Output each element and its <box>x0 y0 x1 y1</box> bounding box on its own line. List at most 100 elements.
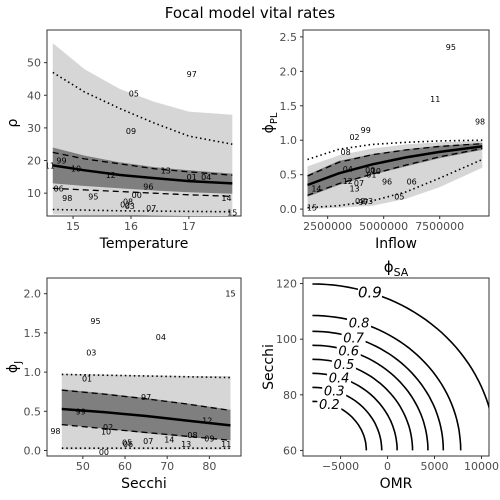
x-axis-label: Secchi <box>121 476 167 492</box>
contour-label: 0.9 <box>358 283 382 301</box>
y-tick-label: 50 <box>27 57 41 70</box>
point-label: 09 <box>126 127 136 136</box>
point-label: 96 <box>382 178 392 187</box>
point-label: 07 <box>146 204 156 213</box>
point-label: 11 <box>221 440 231 449</box>
figure-title: Focal model vital rates <box>165 4 336 22</box>
point-label: 04 <box>201 173 211 182</box>
point-label: 10 <box>71 165 81 174</box>
mean-line <box>307 145 483 187</box>
point-label: 06 <box>53 184 63 193</box>
point-label: 01 <box>187 173 197 182</box>
prediction-dotted-line <box>307 158 483 209</box>
contour-label-bg <box>331 355 356 370</box>
point-label: 08 <box>123 197 133 206</box>
point-label: 01 <box>82 374 92 383</box>
y-tick-label: 1.0 <box>280 134 298 147</box>
point-label: 08 <box>340 148 350 157</box>
contour-label: 0.5 <box>334 358 355 373</box>
y-tick-label: 0.5 <box>280 169 298 182</box>
x-tick-label: 10000 <box>464 460 499 473</box>
contour-label: 0.3 <box>324 385 345 400</box>
x-axis-label: Inflow <box>375 236 417 252</box>
y-tick-label: 0.0 <box>24 445 42 458</box>
point-label: 97 <box>141 393 151 402</box>
contour-label: 0.2 <box>319 398 340 413</box>
point-label: 03 <box>125 202 135 211</box>
x-tick-label: 7500000 <box>415 220 464 233</box>
y-tick-label: 2.0 <box>280 65 298 78</box>
point-label: 99 <box>56 157 66 166</box>
y-tick-label: 0.5 <box>24 405 42 418</box>
point-label: 02 <box>349 133 359 142</box>
point-label: 14 <box>164 436 174 445</box>
point-label: 14 <box>311 184 321 193</box>
y-tick-label: 120 <box>276 278 297 291</box>
point-label: 98 <box>50 427 60 436</box>
x-tick-label: 80 <box>202 460 216 473</box>
ci-dashed-line <box>307 143 483 177</box>
y-tick-label: 80 <box>283 389 297 402</box>
point-label: 01 <box>366 171 376 180</box>
x-tick-label: 70 <box>160 460 174 473</box>
point-label: 13 <box>181 440 191 449</box>
panel-phi_pl: 2500000 5000000 7500000 0.0 0.5 1.0 1.5 2.0 2.5 I… <box>261 29 490 252</box>
x-tick-label: 5000000 <box>359 220 408 233</box>
plot-border <box>46 29 242 217</box>
point-label: 13 <box>161 166 171 175</box>
x-tick-label: 0 <box>384 460 391 473</box>
contour-label-bg <box>341 329 366 344</box>
contour-label: 0.4 <box>329 371 350 386</box>
y-tick-label: 2.5 <box>280 31 298 44</box>
x-axis-label: OMR <box>380 476 413 492</box>
x-tick-label: 60 <box>118 460 132 473</box>
point-label: 00 <box>99 448 109 457</box>
point-label: 09 <box>355 197 365 206</box>
contour-label-bg <box>347 314 372 329</box>
y-axis-label: ρ <box>5 118 21 127</box>
point-label: 04 <box>343 165 353 174</box>
point-label: 03 <box>86 348 96 357</box>
x-tick-label: −5000 <box>322 460 359 473</box>
ci-dashed-line <box>52 151 233 176</box>
y-tick-label: 60 <box>283 444 297 457</box>
point-label: 10 <box>371 167 381 176</box>
x-tick-label: 15 <box>66 220 80 233</box>
panel-phi_sa: −5000 0 5000 100006080100120OMRSecchiϕSA0.9… <box>261 258 499 492</box>
point-label: 14 <box>221 194 231 203</box>
y-tick-label: 20 <box>27 155 41 168</box>
x-tick-label: 5000 <box>421 460 449 473</box>
point-label: 15 <box>307 204 317 213</box>
panel-phi_j: 50 60 70 80 0.0 0.5 1.0 1.5 2.0 Secchi ϕJ 15 95 04 03 0… <box>5 277 242 492</box>
point-label: 12 <box>202 417 212 426</box>
point-label: 98 <box>62 194 72 203</box>
y-tick-label: 10 <box>27 187 41 200</box>
point-label: 11 <box>45 161 55 170</box>
point-label: 09 <box>204 435 214 444</box>
point-label: 97 <box>358 198 368 207</box>
point-label: 05 <box>122 439 132 448</box>
point-label: 07 <box>143 437 153 446</box>
prediction-dotted-line <box>307 139 483 161</box>
point-label: 96 <box>143 183 153 192</box>
contour-label-bg <box>317 395 342 410</box>
point-label: 08 <box>187 431 197 440</box>
plot-border <box>302 29 490 217</box>
y-tick-label: 1.5 <box>24 327 42 340</box>
contour-label: 0.6 <box>338 345 359 360</box>
mean-line <box>61 407 231 427</box>
point-label: 99 <box>76 407 86 416</box>
y-axis-label: Secchi <box>261 344 277 390</box>
point-label: 00 <box>132 191 142 200</box>
x-tick-label: 2500000 <box>303 220 352 233</box>
ci-dashed-line <box>61 389 231 412</box>
y-tick-label: 30 <box>27 122 41 135</box>
panel-title: ϕSA <box>384 258 409 279</box>
point-label: 00 <box>365 166 375 175</box>
point-label: 13 <box>349 184 359 193</box>
y-tick-label: 100 <box>276 333 297 346</box>
plot-area: 0.9 0.80.70.60.50.40.30.2 <box>312 283 489 451</box>
plot-border <box>46 277 242 457</box>
